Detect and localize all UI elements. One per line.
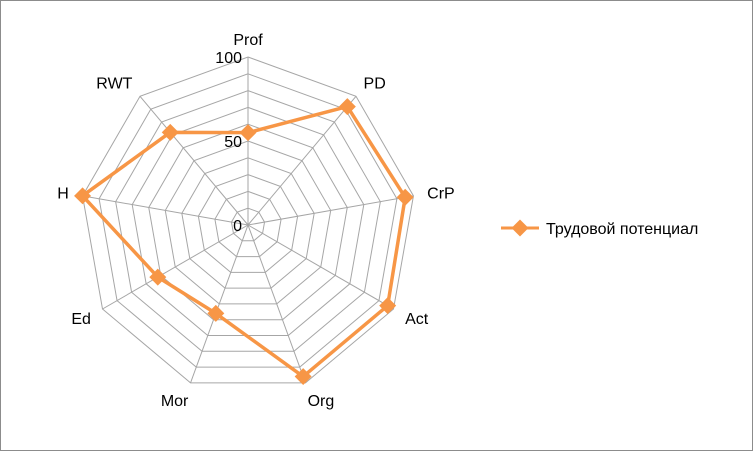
category-labels: Prof PD CrP Act Org Mor Ed H RWT — [57, 32, 454, 410]
grid-spoke — [102, 224, 249, 310]
category-label: Mor — [161, 393, 189, 410]
legend-label: Трудовой потенциал — [546, 221, 698, 238]
legend-marker — [511, 219, 529, 237]
grid-ring — [115, 90, 381, 352]
category-label: H — [57, 186, 69, 203]
grid-ring — [82, 56, 414, 384]
grid-spoke — [139, 95, 249, 226]
category-label: Act — [405, 311, 429, 328]
legend: Трудовой потенциал — [501, 219, 698, 238]
grid-spoke — [247, 195, 414, 226]
category-label: RWT — [96, 76, 132, 93]
category-label: Ed — [71, 311, 91, 328]
data-point — [294, 368, 312, 386]
grid-ring — [164, 140, 332, 305]
grid-ring — [181, 157, 315, 289]
tick-label: 100 — [215, 50, 242, 67]
series-layer — [74, 98, 414, 386]
category-label: PD — [364, 76, 386, 93]
data-point — [239, 124, 257, 142]
category-label: Prof — [233, 32, 263, 49]
grid-spoke — [247, 224, 394, 310]
data-point — [338, 98, 356, 116]
series-line — [80, 104, 407, 379]
grid — [82, 56, 414, 384]
grid-spoke — [247, 224, 306, 384]
grid-spoke — [190, 224, 249, 384]
data-point — [207, 304, 225, 322]
grid-ring — [197, 174, 299, 273]
data-point — [379, 297, 397, 315]
grid-ring — [230, 207, 266, 242]
data-point — [396, 188, 414, 206]
grid-spoke — [82, 195, 249, 226]
grid-ring — [148, 123, 348, 321]
category-label: Org — [308, 393, 335, 410]
category-label: CrP — [427, 186, 455, 203]
tick-label: 50 — [224, 134, 242, 151]
grid-spoke — [247, 95, 357, 226]
data-point — [74, 187, 92, 205]
tick-labels: 0 50 100 — [215, 50, 242, 235]
tick-label: 0 — [233, 218, 242, 235]
grid-ring — [214, 190, 282, 258]
grid-ring — [98, 73, 398, 368]
data-point — [149, 268, 167, 286]
